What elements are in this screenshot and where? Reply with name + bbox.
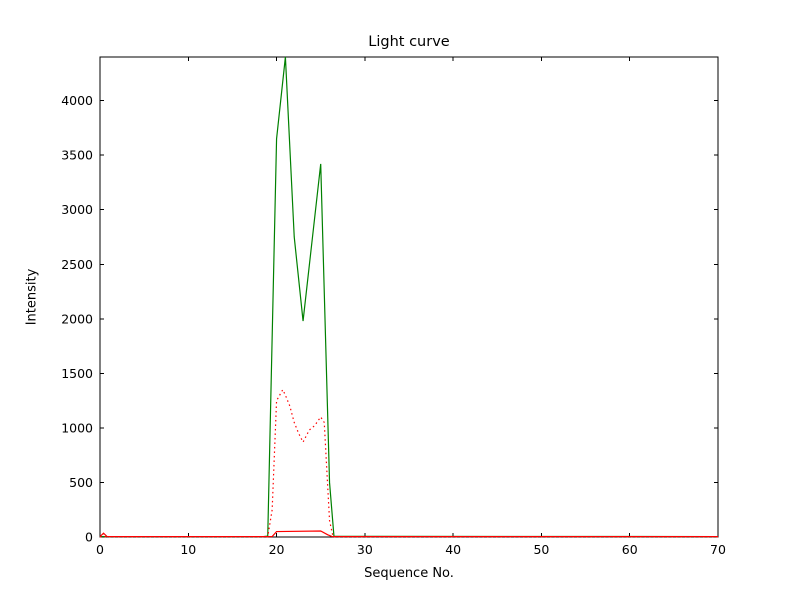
y-tick-label: 3000 (61, 202, 93, 217)
series-green-solid (100, 56, 719, 538)
y-tick-label: 4000 (61, 93, 93, 108)
y-tick-label: 2500 (61, 257, 93, 272)
y-tick-label: 0 (85, 530, 93, 545)
x-tick-label: 50 (533, 542, 549, 557)
series-red-solid (99, 530, 718, 538)
chart-title: Light curve (368, 34, 450, 50)
y-tick-label: 500 (69, 475, 93, 490)
x-tick-label: 20 (269, 542, 285, 557)
y-tick-label: 2000 (61, 311, 93, 326)
y-tick-label: 1000 (61, 420, 93, 435)
plot-border (99, 56, 719, 538)
x-tick-label: 70 (710, 542, 726, 557)
y-tick-label: 1500 (61, 366, 93, 381)
y-axis-label: Intensity (24, 268, 40, 326)
series-red-dotted (100, 388, 718, 538)
x-tick-label: 30 (357, 542, 373, 557)
y-tick-label: 3500 (61, 148, 93, 163)
x-tick-label: 10 (180, 542, 196, 557)
x-axis-label: Sequence No. (364, 566, 454, 581)
x-tick-label: 60 (622, 542, 638, 557)
x-tick-label: 0 (96, 542, 104, 557)
x-tick-label: 40 (445, 542, 461, 557)
